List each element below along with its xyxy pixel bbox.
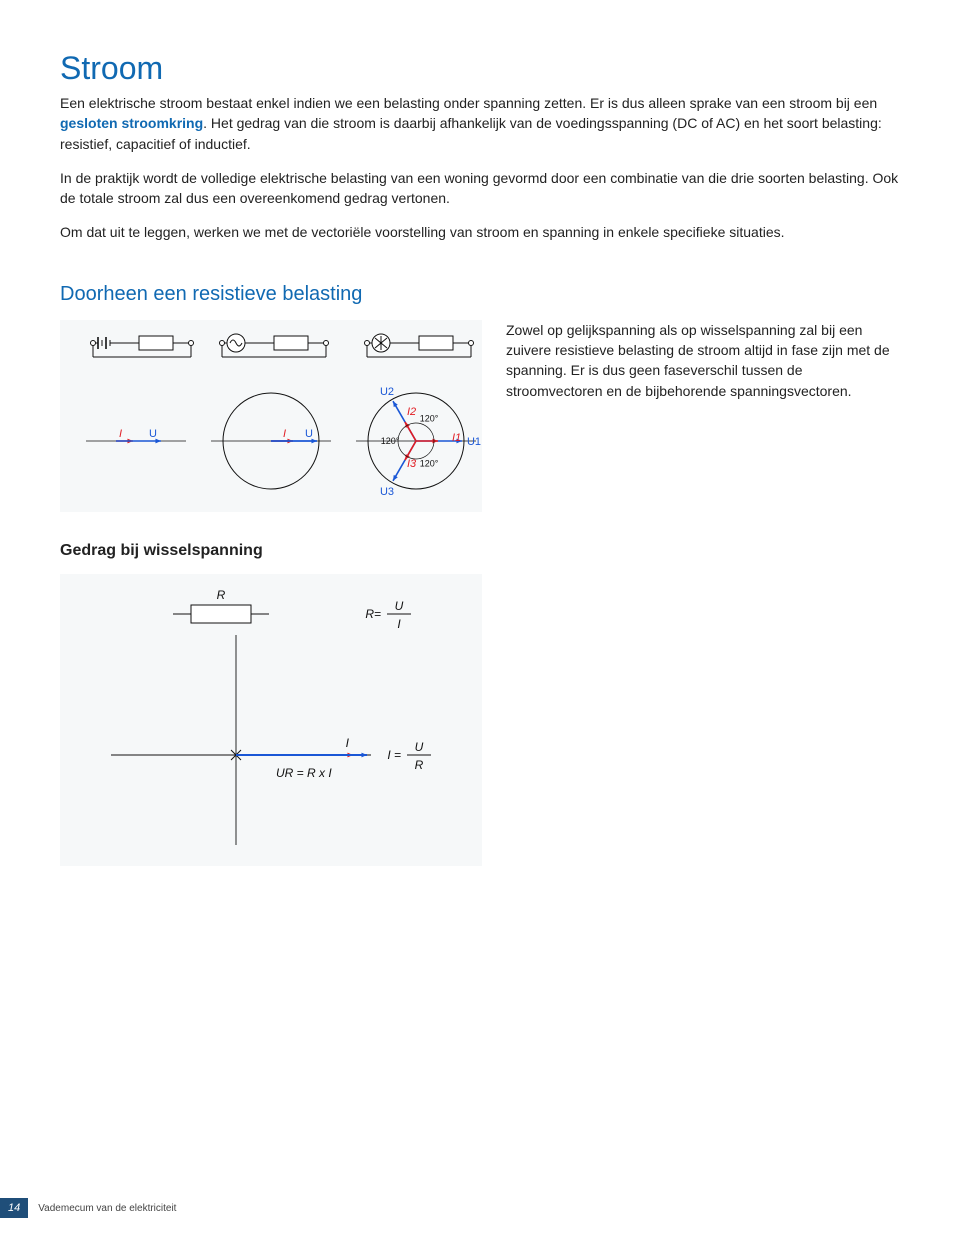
section-1-row: IUIUU1I1U2I2U3I3120°120°120° Zowel op ge…	[60, 320, 900, 512]
svg-text:I1: I1	[452, 432, 461, 444]
diagram-2-panel: RR=UIIUR = R x II =UR	[60, 574, 482, 866]
diagram-2-svg: RR=UIIUR = R x II =UR	[61, 575, 481, 865]
page-number: 14	[0, 1198, 28, 1218]
svg-text:R: R	[217, 588, 226, 602]
intro-para-1: Een elektrische stroom bestaat enkel ind…	[60, 93, 900, 154]
page-title: Stroom	[60, 50, 900, 87]
svg-text:I =: I =	[387, 748, 401, 762]
svg-text:I: I	[119, 428, 122, 440]
svg-text:120°: 120°	[381, 436, 400, 446]
section-2-title: Gedrag bij wisselspanning	[60, 542, 900, 560]
para1b-bold: gesloten stroomkring	[60, 115, 203, 131]
svg-text:U: U	[149, 428, 157, 440]
footer-text: Vademecum van de elektriciteit	[38, 1203, 176, 1214]
svg-text:U: U	[415, 740, 424, 754]
svg-text:UR = R x I: UR = R x I	[276, 766, 332, 780]
svg-text:120°: 120°	[420, 413, 439, 423]
svg-text:U: U	[305, 428, 313, 440]
svg-text:I3: I3	[407, 458, 417, 470]
svg-text:R=: R=	[365, 607, 381, 621]
intro-para-3: Om dat uit te leggen, werken we met de v…	[60, 222, 900, 242]
diagram-1-svg: IUIUU1I1U2I2U3I3120°120°120°	[61, 321, 481, 511]
svg-text:R: R	[415, 758, 424, 772]
svg-text:I2: I2	[407, 406, 416, 418]
svg-text:U2: U2	[380, 386, 394, 398]
intro-para-2: In de praktijk wordt de volledige elektr…	[60, 168, 900, 209]
svg-text:I: I	[346, 736, 350, 750]
diagram-1-panel: IUIUU1I1U2I2U3I3120°120°120°	[60, 320, 482, 512]
page-footer: 14 Vademecum van de elektriciteit	[0, 1198, 176, 1218]
section-1-title: Doorheen een resistieve belasting	[60, 283, 900, 306]
svg-text:I: I	[397, 617, 401, 631]
svg-text:U: U	[395, 599, 404, 613]
section-1-side-text: Zowel op gelijkspanning als op wisselspa…	[506, 320, 900, 401]
para1a: Een elektrische stroom bestaat enkel ind…	[60, 95, 877, 111]
svg-text:U1: U1	[467, 436, 481, 448]
svg-text:U3: U3	[380, 486, 394, 498]
svg-text:120°: 120°	[420, 458, 439, 468]
svg-text:I: I	[283, 428, 286, 440]
